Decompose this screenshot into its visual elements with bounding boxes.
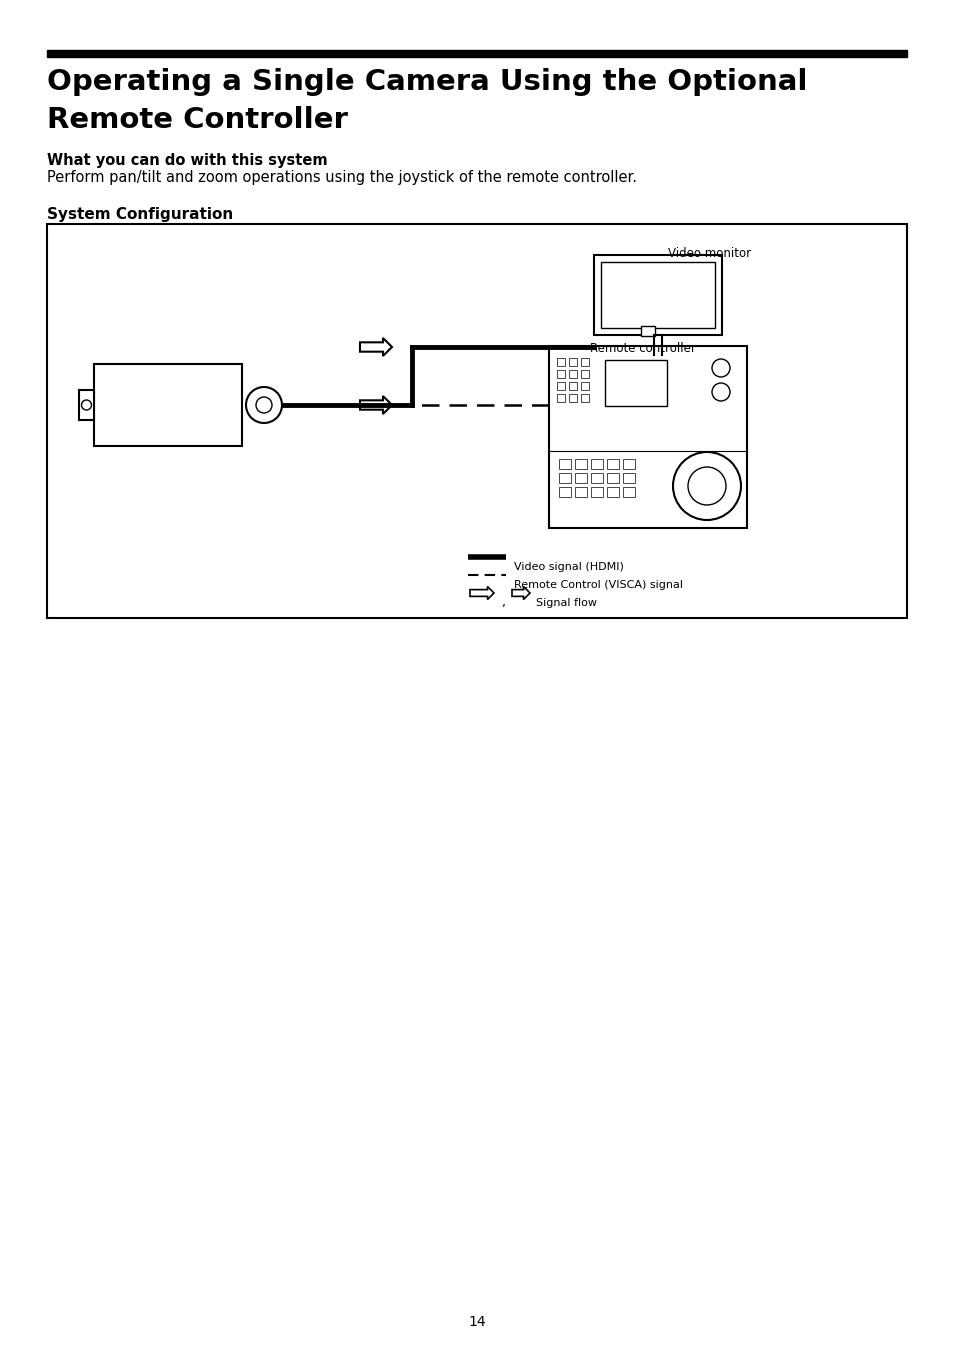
Text: Operating a Single Camera Using the Optional: Operating a Single Camera Using the Opti… bbox=[47, 68, 806, 96]
Bar bbox=[47, 224, 906, 618]
Polygon shape bbox=[359, 396, 392, 414]
Bar bbox=[606, 459, 618, 468]
Circle shape bbox=[711, 383, 729, 401]
Bar bbox=[622, 472, 635, 483]
Bar bbox=[548, 346, 746, 528]
Bar bbox=[558, 487, 571, 497]
Bar bbox=[590, 459, 602, 468]
Text: What you can do with this system: What you can do with this system bbox=[47, 153, 327, 167]
Bar bbox=[636, 355, 679, 364]
Bar bbox=[580, 382, 588, 390]
Bar bbox=[47, 50, 906, 57]
Bar bbox=[94, 364, 242, 446]
Text: Video monitor: Video monitor bbox=[667, 247, 750, 261]
Bar bbox=[557, 394, 564, 402]
Bar bbox=[594, 255, 721, 335]
Bar bbox=[590, 487, 602, 497]
Bar bbox=[558, 459, 571, 468]
Text: Remote Controller: Remote Controller bbox=[47, 107, 348, 134]
Bar bbox=[575, 487, 586, 497]
Bar bbox=[622, 459, 635, 468]
Bar bbox=[557, 382, 564, 390]
Polygon shape bbox=[359, 338, 392, 356]
Text: Remote controller: Remote controller bbox=[589, 342, 695, 355]
Circle shape bbox=[687, 467, 725, 505]
Text: ,: , bbox=[497, 595, 505, 609]
Bar bbox=[568, 370, 577, 378]
Bar bbox=[580, 358, 588, 366]
Bar bbox=[557, 358, 564, 366]
Bar bbox=[600, 262, 714, 328]
Text: Perform pan/tilt and zoom operations using the joystick of the remote controller: Perform pan/tilt and zoom operations usi… bbox=[47, 170, 637, 185]
Text: Video signal (HDMI): Video signal (HDMI) bbox=[514, 562, 623, 572]
Bar bbox=[557, 370, 564, 378]
Bar bbox=[606, 487, 618, 497]
Circle shape bbox=[81, 400, 91, 410]
Text: System Configuration: System Configuration bbox=[47, 207, 233, 221]
Bar bbox=[575, 459, 586, 468]
Circle shape bbox=[672, 452, 740, 520]
Circle shape bbox=[255, 397, 272, 413]
Bar bbox=[580, 394, 588, 402]
Bar bbox=[79, 390, 94, 420]
Circle shape bbox=[711, 359, 729, 377]
Polygon shape bbox=[512, 586, 530, 599]
Text: Remote Control (VISCA) signal: Remote Control (VISCA) signal bbox=[514, 580, 682, 590]
Polygon shape bbox=[470, 586, 494, 599]
Bar bbox=[568, 382, 577, 390]
Bar bbox=[568, 394, 577, 402]
Bar bbox=[568, 358, 577, 366]
Bar bbox=[558, 472, 571, 483]
Circle shape bbox=[246, 387, 282, 423]
Bar bbox=[580, 370, 588, 378]
Bar bbox=[575, 472, 586, 483]
Text: Signal flow: Signal flow bbox=[536, 598, 597, 608]
Text: 14: 14 bbox=[468, 1315, 485, 1328]
Bar bbox=[604, 360, 666, 406]
Bar bbox=[622, 487, 635, 497]
Bar bbox=[590, 472, 602, 483]
Bar bbox=[640, 325, 655, 336]
Bar bbox=[606, 472, 618, 483]
